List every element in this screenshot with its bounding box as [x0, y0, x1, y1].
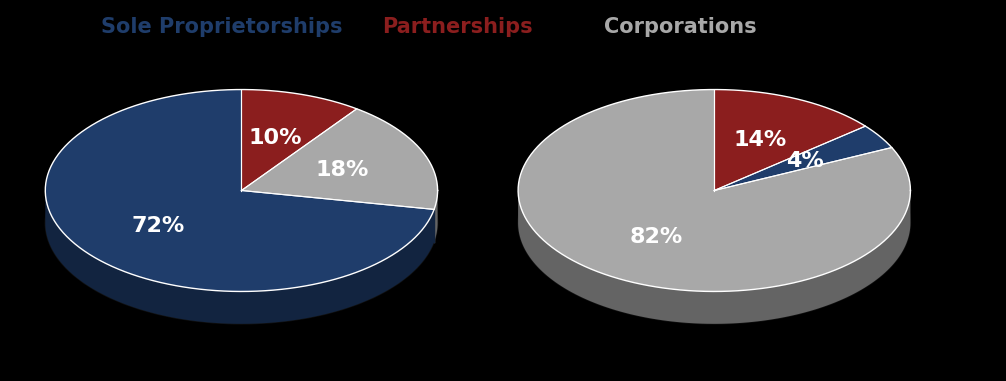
Polygon shape [45, 90, 435, 291]
Ellipse shape [518, 122, 910, 324]
Text: 72%: 72% [132, 216, 185, 236]
Polygon shape [241, 90, 357, 190]
Polygon shape [241, 109, 438, 210]
Polygon shape [435, 190, 438, 242]
Text: Sole Proprietorships: Sole Proprietorships [101, 17, 342, 37]
Polygon shape [714, 126, 891, 190]
Text: 10%: 10% [248, 128, 302, 148]
Polygon shape [714, 90, 865, 190]
Text: 14%: 14% [733, 130, 787, 150]
Text: 18%: 18% [315, 160, 368, 180]
Text: 82%: 82% [630, 227, 683, 247]
Polygon shape [45, 192, 435, 324]
Text: Partnerships: Partnerships [382, 17, 533, 37]
Ellipse shape [45, 122, 438, 324]
Polygon shape [518, 90, 910, 291]
Text: 4%: 4% [787, 151, 824, 171]
Text: Corporations: Corporations [604, 17, 757, 37]
Polygon shape [518, 190, 910, 324]
